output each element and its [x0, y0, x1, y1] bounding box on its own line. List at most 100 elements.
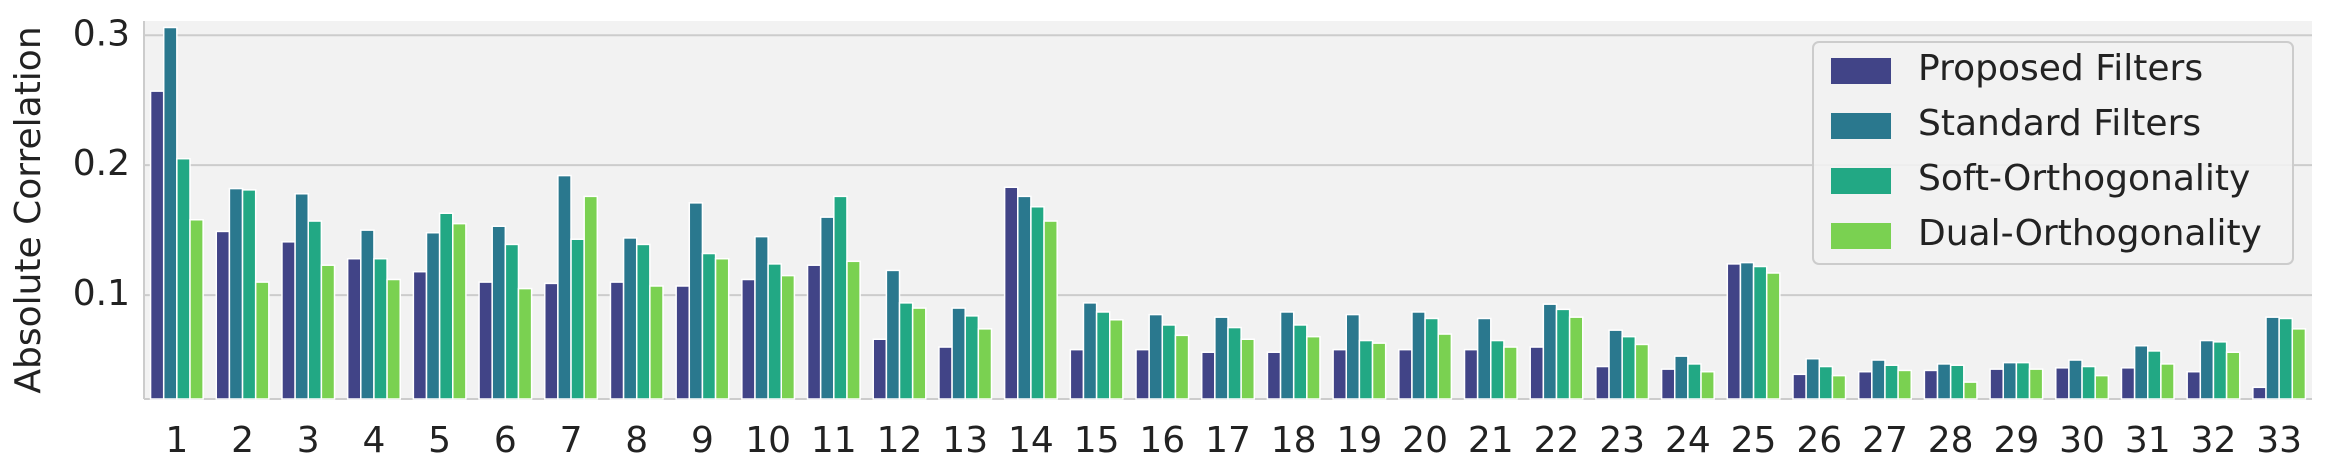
x-tick-label: 7 [560, 420, 583, 461]
bar [1739, 261, 1755, 400]
x-tick-label: 11 [811, 420, 857, 461]
bar [241, 189, 257, 400]
x-tick-label: 5 [428, 420, 451, 461]
bar [2055, 367, 2070, 400]
bar [1161, 324, 1177, 400]
bar [675, 285, 691, 400]
bar [754, 235, 769, 400]
bar [767, 263, 783, 400]
x-tick-label: 26 [1796, 420, 1842, 461]
bar [911, 307, 927, 400]
bar [1490, 339, 1505, 400]
x-tick-label: 33 [2256, 420, 2302, 461]
x-tick-label: 13 [942, 420, 988, 461]
bar [1765, 272, 1781, 400]
x-tick-label: 15 [1074, 420, 1120, 461]
bar [1017, 195, 1032, 400]
bar [898, 302, 914, 400]
bar [412, 270, 428, 400]
bar [1555, 308, 1571, 400]
bar [2160, 363, 2175, 400]
x-tick-label: 12 [877, 420, 923, 461]
bar [1345, 313, 1361, 400]
bar [2133, 344, 2149, 400]
bar [1884, 364, 1899, 400]
bar [1989, 368, 2004, 400]
bar [1240, 338, 1256, 400]
bar [2028, 368, 2044, 400]
bar [1279, 311, 1295, 400]
bar [1174, 334, 1190, 400]
x-tick-label: 19 [1336, 420, 1382, 461]
bar [491, 225, 507, 400]
y-tick-label: 0.3 [73, 13, 130, 54]
bar [649, 285, 664, 400]
x-tick-label: 30 [2059, 420, 2105, 461]
bar [2291, 328, 2307, 400]
bar [1030, 206, 1045, 400]
bar [1043, 220, 1058, 400]
bar [1752, 265, 1768, 400]
bar [307, 220, 323, 400]
bar [2081, 365, 2096, 400]
bar [425, 231, 441, 400]
bar [2015, 361, 2031, 400]
bar [1095, 311, 1111, 400]
bar [1634, 343, 1650, 400]
bar [1687, 363, 1702, 400]
x-tick-label: 24 [1665, 420, 1711, 461]
bar [609, 281, 625, 400]
legend-swatch [1831, 113, 1891, 139]
bar [2278, 317, 2294, 400]
bar [1608, 329, 1623, 400]
bar [1805, 357, 1821, 400]
bar [819, 216, 835, 400]
bar [1371, 342, 1387, 400]
x-tick-label: 10 [745, 420, 791, 461]
bar [2120, 367, 2136, 400]
bar [1148, 313, 1164, 400]
y-tick-label: 0.1 [73, 273, 130, 314]
legend-label: Soft-Orthogonality [1918, 158, 2250, 199]
legend-swatch [1831, 168, 1891, 194]
bar [1306, 335, 1321, 400]
x-tick-label: 31 [2125, 420, 2171, 461]
bar [176, 157, 191, 400]
bar [517, 287, 533, 400]
y-tick-label: 0.2 [73, 143, 130, 184]
bar [228, 187, 244, 400]
bar [360, 229, 375, 400]
bar [2212, 341, 2228, 400]
x-tick-label: 4 [362, 420, 385, 461]
bar [1857, 370, 1873, 400]
bar [544, 282, 559, 400]
bar [294, 193, 309, 400]
bar [583, 195, 599, 400]
bar [438, 212, 454, 400]
bar [1595, 365, 1610, 400]
x-tick-label: 16 [1139, 420, 1185, 461]
legend: Proposed Filters Standard Filters Soft-Ort… [1812, 41, 2294, 265]
bar [2265, 316, 2280, 400]
bar [2252, 386, 2267, 400]
bar [386, 278, 401, 400]
bar [688, 202, 704, 400]
bar [872, 338, 888, 400]
bar [1936, 363, 1952, 400]
bar [951, 307, 966, 400]
x-tick-label: 9 [691, 420, 714, 461]
bar [2199, 339, 2215, 400]
x-tick-label: 8 [625, 420, 648, 461]
bar [1818, 365, 1834, 400]
bar [1200, 351, 1216, 400]
bar [1332, 348, 1348, 400]
bar [1227, 326, 1242, 400]
bar [2225, 351, 2241, 400]
bar [1266, 351, 1282, 400]
bar [2068, 359, 2083, 400]
bar [1503, 346, 1518, 400]
legend-label: Dual-Orthogonality [1918, 213, 2262, 254]
bar [1621, 335, 1637, 400]
x-tick-label: 25 [1731, 420, 1777, 461]
